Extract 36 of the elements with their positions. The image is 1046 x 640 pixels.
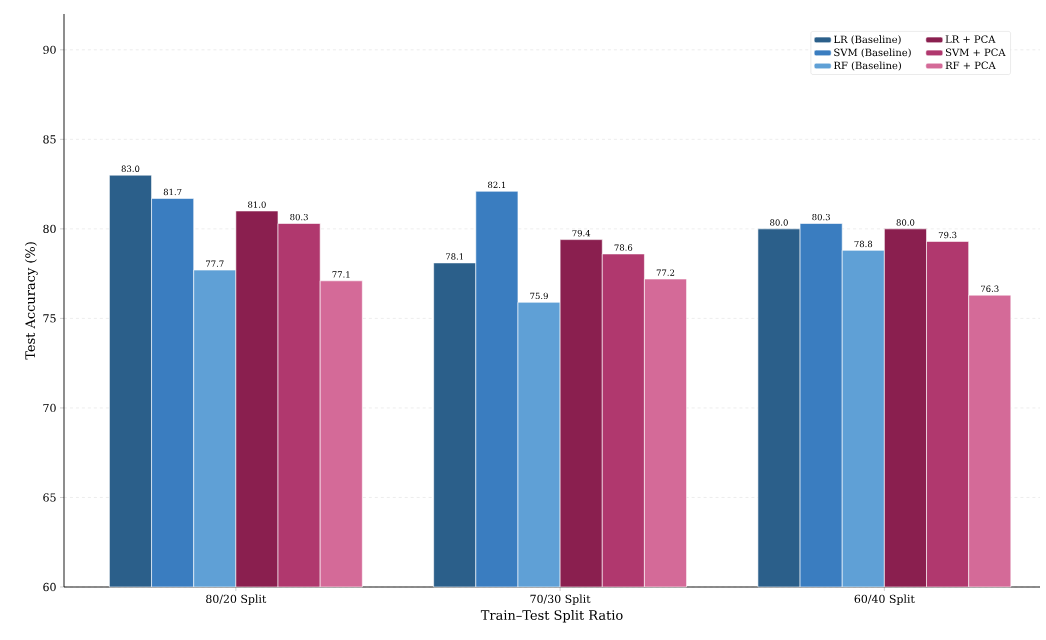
data-label: 79.3 xyxy=(938,231,957,239)
data-label: 77.1 xyxy=(332,271,350,278)
data-label: 81.7 xyxy=(163,188,182,196)
legend-label: LR + PCA xyxy=(945,35,996,43)
legend-label: LR (Baseline) xyxy=(834,35,901,45)
y-tick-label: 85 xyxy=(43,135,56,144)
data-label: 80.0 xyxy=(770,219,788,226)
data-label: 76.3 xyxy=(981,285,999,292)
legend-label: SVM + PCA xyxy=(945,48,1006,57)
data-label: 83.0 xyxy=(121,165,140,172)
data-label: 81.0 xyxy=(248,201,266,208)
y-tick-label: 65 xyxy=(43,493,56,502)
y-axis-title: Test Accuracy (%) xyxy=(24,242,38,360)
y-tick-label: 60 xyxy=(43,582,56,592)
data-label: 78.6 xyxy=(614,244,633,251)
x-tick-label: 60/40 Split xyxy=(854,594,915,606)
data-label: 80.3 xyxy=(290,213,308,221)
data-label: 77.7 xyxy=(206,260,224,267)
legend-label: RF (Baseline) xyxy=(834,61,901,71)
data-label: 75.9 xyxy=(530,292,548,300)
data-label: 82.1 xyxy=(488,181,506,189)
x-tick-label: 70/30 Split xyxy=(530,594,591,606)
y-tick-label: 90 xyxy=(43,45,56,54)
data-label: 78.1 xyxy=(446,253,463,260)
y-tick-label: 75 xyxy=(43,314,56,323)
y-tick-label: 70 xyxy=(43,403,56,413)
x-axis-title: Train–Test Split Ratio xyxy=(480,609,623,623)
data-label: 80.0 xyxy=(896,219,915,226)
data-label: 80.3 xyxy=(812,213,830,221)
data-label: 77.2 xyxy=(656,269,675,276)
y-tick-label: 80 xyxy=(43,224,56,234)
legend-label: SVM (Baseline) xyxy=(834,48,911,58)
data-label: 79.4 xyxy=(572,230,591,237)
legend-label: RF + PCA xyxy=(945,61,996,70)
data-label: 78.8 xyxy=(854,240,873,248)
x-tick-label: 80/20 Split xyxy=(206,594,267,606)
